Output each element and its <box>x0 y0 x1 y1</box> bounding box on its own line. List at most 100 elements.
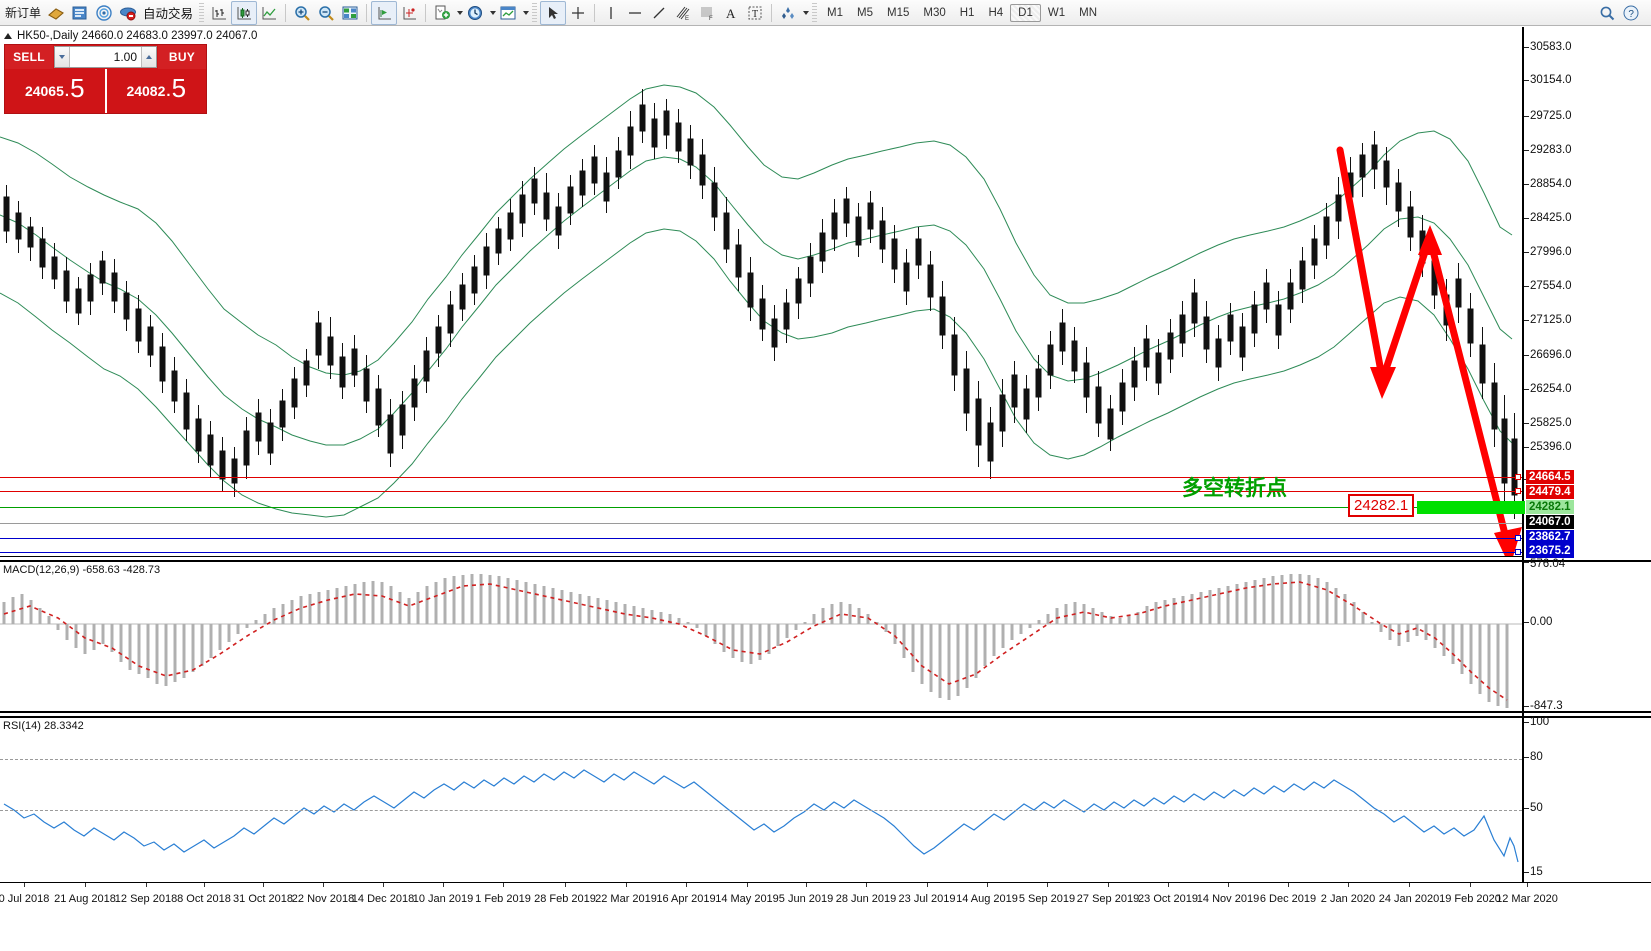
level-tag-resistance-2[interactable]: 24479.4 <box>1526 485 1574 499</box>
timeframe-mn[interactable]: MN <box>1079 6 1097 19</box>
one-click-trading-prices[interactable]: 24065 . 5 24082 . 5 <box>5 69 206 113</box>
date-tick-3: 8 Oct 2018 <box>177 893 231 905</box>
level-tag-support-1[interactable]: 23862.7 <box>1526 530 1574 544</box>
price-tick-6: 27996.0 <box>1530 246 1572 258</box>
rsi-plot-area[interactable] <box>0 718 1522 882</box>
timeframe-m30[interactable]: M30 <box>923 6 946 19</box>
timeframe-m1[interactable]: M1 <box>827 6 844 19</box>
text-label-icon[interactable]: T <box>743 1 767 25</box>
timeframe-m15[interactable]: M15 <box>887 6 910 19</box>
level-tag-last-price[interactable]: 24067.0 <box>1526 515 1574 529</box>
shapes-icon[interactable] <box>776 1 800 25</box>
indicators-dropdown-caret[interactable] <box>457 10 464 15</box>
volume-value[interactable]: 1.00 <box>70 47 141 67</box>
date-axis[interactable]: 0 Jul 2018 21 Aug 2018 12 Sep 2018 8 Oct… <box>0 882 1651 951</box>
one-click-trading-controls[interactable]: SELL 1.00 BUY <box>5 45 206 69</box>
auto-trading-label[interactable]: 自动交易 <box>143 7 194 21</box>
timeframe-m5[interactable]: M5 <box>857 6 873 19</box>
sell-button-label[interactable]: SELL <box>5 45 53 69</box>
shapes-dropdown-caret[interactable] <box>803 10 810 15</box>
toolbar-separator-4 <box>594 3 596 22</box>
templates-icon[interactable] <box>496 1 520 25</box>
date-tick-22: 2 Jan 2020 <box>1320 893 1376 905</box>
level-tag-support-2[interactable]: 23675.2 <box>1526 544 1574 558</box>
data-window-icon[interactable] <box>68 1 92 25</box>
toolbar-separator-1 <box>285 3 287 22</box>
resistance-line-2[interactable] <box>0 491 1522 492</box>
equidistant-channel-icon[interactable]: E <box>671 1 695 25</box>
level-tag-pivot[interactable]: 24282.1 <box>1526 500 1574 514</box>
buy-button-label[interactable]: BUY <box>158 45 206 69</box>
zoom-in-icon[interactable] <box>290 1 314 25</box>
help-icon[interactable]: ? <box>1619 1 1643 25</box>
timeframe-h4[interactable]: H4 <box>988 6 1004 19</box>
price-tick-11: 25825.0 <box>1530 417 1572 429</box>
crosshair-icon[interactable] <box>566 1 590 25</box>
date-tick-4: 31 Oct 2018 <box>233 893 293 905</box>
zoom-out-icon[interactable] <box>314 1 338 25</box>
periods-dropdown-caret[interactable] <box>490 10 497 15</box>
volume-stepper[interactable]: 1.00 <box>54 46 157 68</box>
date-tick-10: 22 Mar 2019 <box>595 893 657 905</box>
text-icon[interactable]: A <box>719 1 743 25</box>
candlestick-chart-icon[interactable] <box>231 0 258 25</box>
support-line-2[interactable] <box>0 552 1522 553</box>
price-tick-4: 28854.0 <box>1530 178 1572 190</box>
volume-increment-button[interactable] <box>141 47 156 67</box>
support-line-1[interactable] <box>0 538 1522 539</box>
new-order-label[interactable]: 新订单 <box>5 6 42 20</box>
signals-icon[interactable] <box>92 1 116 25</box>
pivot-zone-highlight[interactable] <box>1417 501 1525 514</box>
horizontal-line-icon[interactable] <box>623 1 647 25</box>
toolbar-gripper-2[interactable] <box>532 2 538 23</box>
turning-point-annotation[interactable]: 多空转折点 <box>1182 476 1287 500</box>
templates-dropdown-caret[interactable] <box>523 10 530 15</box>
date-tick-16: 14 Aug 2019 <box>956 893 1018 905</box>
support-line-3[interactable] <box>0 556 1522 557</box>
collapse-triangle-icon[interactable] <box>4 33 12 39</box>
macd-label: MACD(12,26,9) -658.63 -428.73 <box>3 564 161 576</box>
support-line-1-handle[interactable] <box>1515 535 1521 541</box>
one-click-trading-panel[interactable]: SELL 1.00 BUY 24065 . 5 24082 . 5 <box>4 44 207 114</box>
macd-pane[interactable]: MACD(12,26,9) -658.63 -428.73 <box>0 560 1651 713</box>
pivot-price-label[interactable]: 24282.1 <box>1348 494 1415 517</box>
vertical-line-icon[interactable] <box>599 1 623 25</box>
profile-icon[interactable] <box>44 1 68 25</box>
chart-shift-icon[interactable] <box>371 0 398 25</box>
resistance-line-2-handle[interactable] <box>1515 488 1521 494</box>
date-tick-25: 12 Mar 2020 <box>1496 893 1558 905</box>
bar-chart-icon[interactable] <box>207 1 231 25</box>
resistance-line-1[interactable] <box>0 477 1522 478</box>
main-toolbar[interactable]: 新订单 自动交易 <box>0 0 1651 26</box>
toolbar-gripper-3[interactable] <box>812 2 818 23</box>
rsi-pane[interactable]: RSI(14) 28.3342 <box>0 716 1651 882</box>
price-plot-area[interactable]: 24282.1 多空转折点 <box>0 27 1525 557</box>
auto-scroll-icon[interactable] <box>397 1 421 25</box>
macd-signal-line <box>3 581 1508 701</box>
volume-decrement-button[interactable] <box>55 47 70 67</box>
search-icon[interactable] <box>1595 1 1619 25</box>
timeframe-h1[interactable]: H1 <box>959 6 975 19</box>
buy-price-button[interactable]: 24082 . 5 <box>107 69 207 113</box>
sell-price-button[interactable]: 24065 . 5 <box>5 69 107 113</box>
pivot-line[interactable] <box>0 507 1522 508</box>
last-price-line[interactable] <box>0 523 1522 524</box>
periods-icon[interactable] <box>463 1 487 25</box>
fibonacci-icon[interactable]: F <box>695 1 719 25</box>
trendline-icon[interactable] <box>647 1 671 25</box>
toolbar-gripper-1[interactable] <box>199 2 205 23</box>
macd-plot-area[interactable] <box>0 562 1522 711</box>
indicators-icon[interactable] <box>430 1 454 25</box>
svg-text:A: A <box>726 6 736 21</box>
cursor-icon[interactable] <box>540 0 567 25</box>
timeframe-w1[interactable]: W1 <box>1047 6 1066 19</box>
tile-windows-icon[interactable] <box>338 1 362 25</box>
resistance-line-1-handle[interactable] <box>1515 474 1521 480</box>
date-tick-19: 23 Oct 2019 <box>1138 893 1198 905</box>
line-chart-icon[interactable] <box>257 1 281 25</box>
level-tag-resistance-1[interactable]: 24664.5 <box>1526 470 1574 484</box>
support-line-2-handle[interactable] <box>1515 549 1521 555</box>
timeframe-d1[interactable]: D1 <box>1010 3 1041 22</box>
price-chart-pane[interactable]: 24282.1 多空转折点 <box>0 27 1651 557</box>
strategy-tester-icon[interactable] <box>116 1 140 25</box>
